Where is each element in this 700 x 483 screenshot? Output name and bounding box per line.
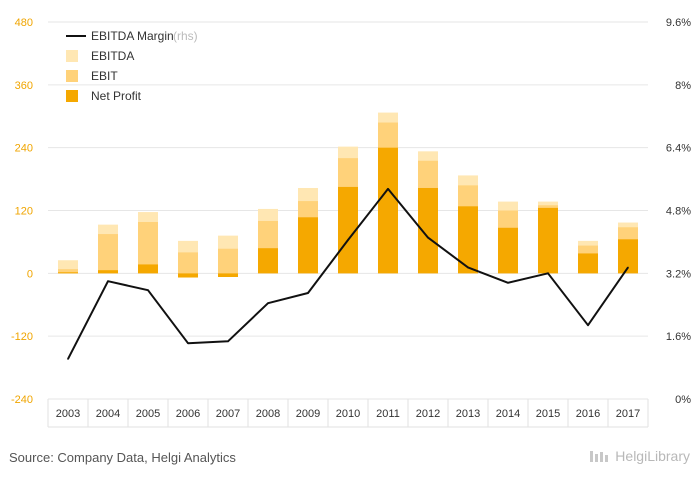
bar-ebit [218, 248, 238, 274]
right-axis-tick-label: 8% [675, 80, 691, 92]
ebitda-margin-point [467, 266, 469, 269]
x-axis-tick-label: 2009 [296, 408, 320, 420]
bar-net-profit [618, 239, 638, 274]
ebitda-margin-point [547, 272, 549, 275]
right-axis-tick-label: 1.6% [666, 331, 691, 343]
x-axis-tick-label: 2003 [56, 408, 80, 420]
x-axis-tick-label: 2006 [176, 408, 200, 420]
ebitda-margin-point [507, 281, 509, 284]
right-axis-tick-label: 4.8% [666, 206, 691, 218]
ebitda-margin-point [187, 342, 189, 345]
legend: EBITDA Margin (rhs) EBITDA EBIT Net Prof… [66, 29, 198, 103]
left-axis-tick-label: 0 [27, 268, 33, 280]
legend-swatch-ebit [66, 70, 78, 82]
x-axis-tick-label: 2004 [96, 408, 120, 420]
bar-net-profit [458, 206, 478, 274]
bar-net-profit [178, 273, 198, 278]
legend-swatch-net-profit [66, 90, 78, 102]
bar-net-profit [218, 273, 238, 277]
x-axis-tick-label: 2007 [216, 408, 240, 420]
legend-label-ebitda: EBITDA [91, 49, 134, 63]
x-axis-tick-label: 2017 [616, 408, 640, 420]
axes: -240 0% -120 1.6% 0 3.2% 120 4.8% 240 6.4% 360 8% 48… [11, 17, 691, 428]
legend-label-margin: EBITDA Margin [91, 29, 174, 43]
x-axis-tick-label: 2005 [136, 408, 160, 420]
legend-label-net-profit: Net Profit [91, 89, 142, 103]
source-note: Source: Company Data, Helgi Analytics [9, 450, 236, 465]
bar-net-profit [498, 227, 518, 274]
bar-net-profit [58, 272, 78, 274]
left-axis-tick-label: -120 [11, 331, 33, 343]
right-axis-tick-label: 6.4% [666, 143, 691, 155]
x-axis-tick-label: 2010 [336, 408, 360, 420]
ebitda-margin-point [347, 239, 349, 241]
legend-label-margin-note: (rhs) [173, 29, 198, 43]
ebitda-margin-point [587, 324, 589, 326]
bar-net-profit [538, 207, 558, 274]
ebitda-margin-point [147, 289, 149, 292]
bar-net-profit [258, 248, 278, 274]
bar-net-profit [98, 270, 118, 274]
logo-text: HelgiLibrary [615, 448, 690, 464]
left-axis-tick-label: 360 [15, 80, 33, 92]
right-axis-tick-label: 9.6% [666, 17, 691, 29]
bar-ebit [58, 269, 78, 274]
ebitda-margin-point [387, 188, 389, 190]
left-axis-tick-label: 480 [15, 17, 33, 29]
x-axis-tick-label: 2013 [456, 408, 480, 420]
left-axis-tick-label: 240 [15, 143, 33, 155]
margin-line-layer [67, 187, 629, 360]
ebitda-margin-point [107, 280, 109, 282]
ebitda-margin-point [627, 266, 629, 269]
x-axis-tick-label: 2015 [536, 408, 560, 420]
ebitda-margin-point [427, 236, 429, 239]
bars [58, 112, 638, 278]
legend-label-ebit: EBIT [91, 69, 118, 83]
x-axis-tick-label: 2011 [376, 408, 400, 420]
library-building-icon [590, 451, 609, 462]
legend-swatch-ebitda [66, 50, 78, 62]
bar-net-profit [578, 253, 598, 274]
bar-ebit [138, 222, 158, 274]
bar-net-profit [378, 147, 398, 274]
right-axis-tick-label: 3.2% [666, 268, 691, 280]
x-axis-tick-label: 2008 [256, 408, 280, 420]
x-axis-tick-label: 2012 [416, 408, 440, 420]
bar-ebit [98, 234, 118, 274]
bar-net-profit [418, 187, 438, 274]
x-axis-tick-label: 2014 [496, 408, 520, 420]
left-axis-tick-label: -240 [11, 394, 33, 406]
x-axis-tick-label: 2016 [576, 408, 600, 420]
bar-net-profit [338, 186, 358, 274]
bar-net-profit [298, 217, 318, 274]
ebitda-margin-point [227, 340, 229, 343]
bar-ebit [178, 252, 198, 274]
ebitda-margin-point [307, 292, 309, 294]
ebitda-margin-point [267, 302, 269, 304]
left-axis-tick-label: 120 [15, 206, 33, 218]
bar-net-profit [138, 264, 158, 274]
helgi-library-logo: HelgiLibrary [589, 448, 690, 464]
right-axis-tick-label: 0% [675, 394, 691, 406]
ebitda-margin-point [67, 358, 69, 360]
